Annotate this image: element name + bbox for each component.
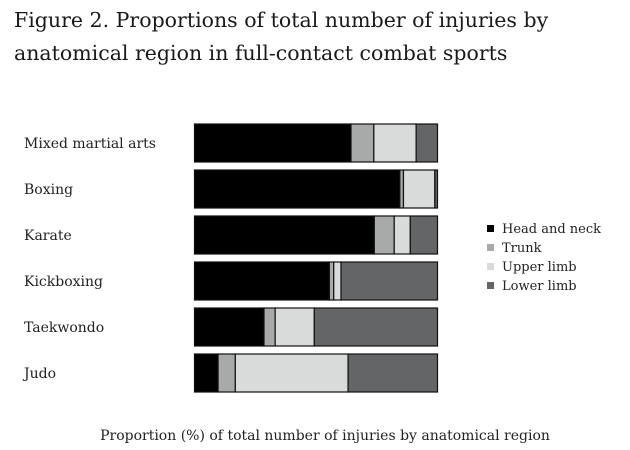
bar-segment-lower-limb xyxy=(415,123,439,163)
bar-segment-head-and-neck xyxy=(193,123,352,163)
legend-label: Upper limb xyxy=(502,260,577,275)
bar-segment-upper-limb xyxy=(274,307,315,347)
bar-segment-head-and-neck xyxy=(193,169,401,209)
bar-segment-upper-limb xyxy=(393,215,411,255)
bar-segment-lower-limb xyxy=(340,261,439,301)
legend-swatch xyxy=(487,263,494,270)
bar-segment-trunk xyxy=(373,215,395,255)
x-axis-label: Proportion (%) of total number of injuri… xyxy=(100,428,550,444)
bar-segment-head-and-neck xyxy=(193,215,375,255)
category-label: Boxing xyxy=(24,182,73,198)
bar-segment-lower-limb xyxy=(347,353,439,393)
bar-segment-lower-limb xyxy=(313,307,439,347)
bar-segment-trunk xyxy=(328,261,335,301)
bar-segment-trunk xyxy=(217,353,236,393)
category-label: Kickboxing xyxy=(24,274,103,290)
bar-segment-trunk xyxy=(350,123,375,163)
category-label: Karate xyxy=(24,228,72,244)
legend-swatch xyxy=(487,244,494,251)
category-label: Mixed martial arts xyxy=(24,136,156,152)
title-line-2: anatomical region in full-contact combat… xyxy=(14,41,508,65)
bar-segment-lower-limb xyxy=(409,215,439,255)
bar-segment-head-and-neck xyxy=(193,353,219,393)
bar-segment-lower-limb xyxy=(434,169,439,209)
legend-label: Lower limb xyxy=(502,279,577,294)
category-label: Judo xyxy=(22,366,56,382)
bar-segment-upper-limb xyxy=(373,123,417,163)
bar-segment-head-and-neck xyxy=(193,307,265,347)
bar-segment-upper-limb xyxy=(234,353,349,393)
legend-label: Trunk xyxy=(502,241,542,256)
bar-segment-head-and-neck xyxy=(193,261,330,301)
legend-swatch xyxy=(487,225,494,232)
bar-segment-upper-limb xyxy=(333,261,342,301)
category-label: Taekwondo xyxy=(24,320,104,336)
legend-label: Head and neck xyxy=(502,222,601,237)
title-line-1: Figure 2. Proportions of total number of… xyxy=(14,8,549,32)
legend-swatch xyxy=(487,282,494,289)
bar-segment-trunk xyxy=(263,307,276,347)
bar-segment-upper-limb xyxy=(402,169,436,209)
chart-title: Figure 2. Proportions of total number of… xyxy=(14,4,548,70)
